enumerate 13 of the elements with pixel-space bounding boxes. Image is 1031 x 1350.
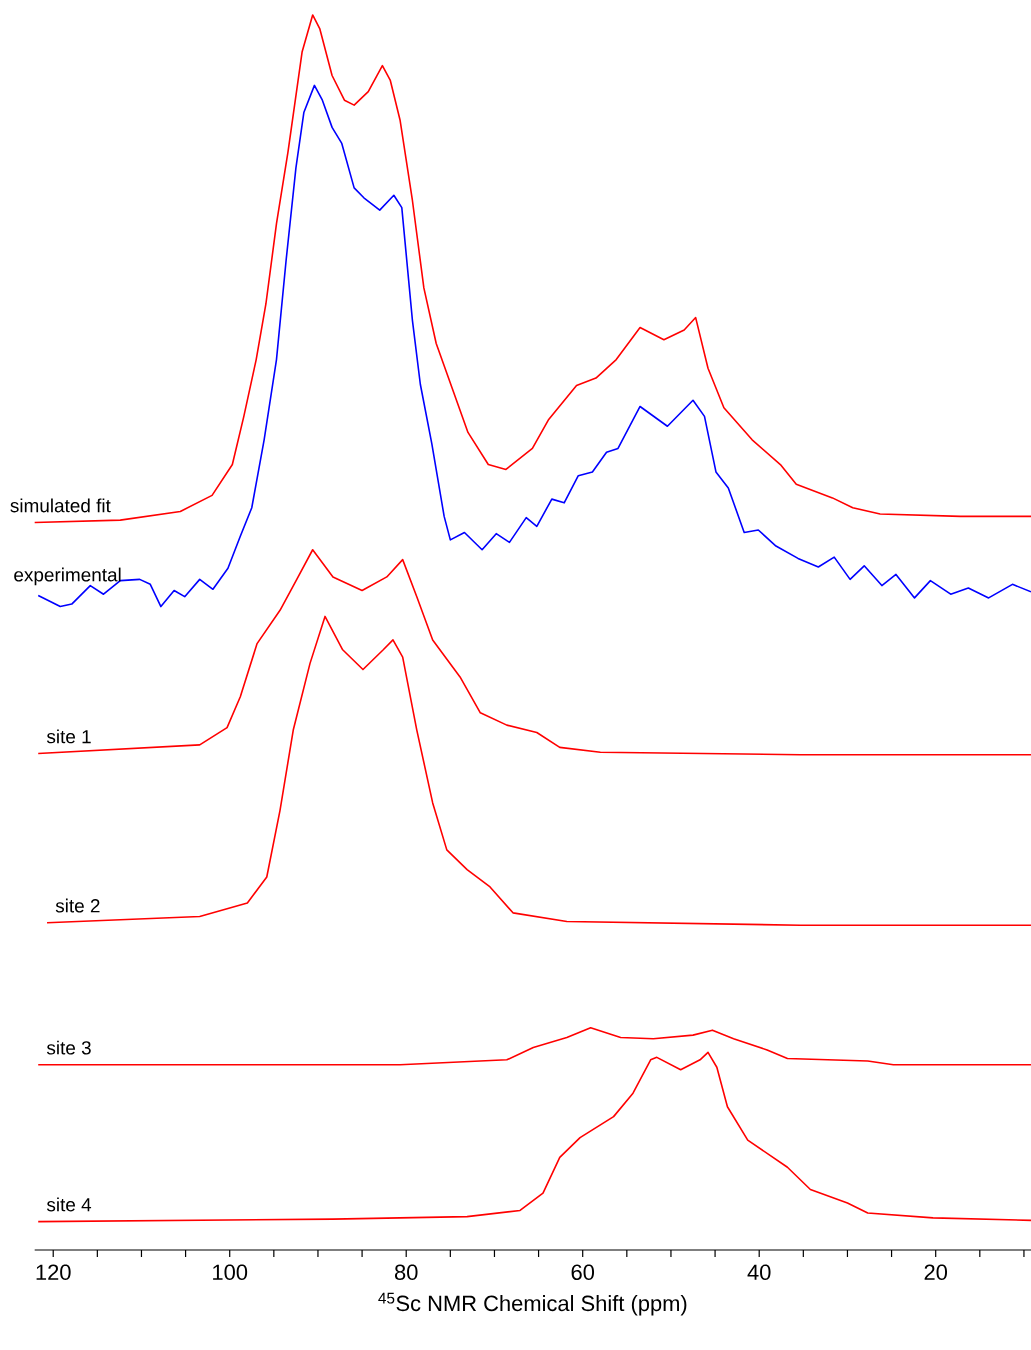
series-label: simulated fit xyxy=(10,498,111,513)
x-tick-label: 100 xyxy=(213,1264,248,1281)
series-label: site 4 xyxy=(46,1197,92,1212)
series-label: site 2 xyxy=(55,898,100,913)
x-tick-label: 120 xyxy=(36,1264,71,1281)
series-label: experimental xyxy=(14,567,121,586)
series-label: site 3 xyxy=(46,1040,91,1055)
series-label: site 1 xyxy=(46,729,91,744)
x-axis-title: $^{45}$Sc NMR Chemical Shift (ppm) xyxy=(378,1292,687,1316)
x-tick-label: 40 xyxy=(747,1264,771,1281)
x-tick-label: 60 xyxy=(571,1264,595,1281)
x-tick-label: 20 xyxy=(924,1264,948,1281)
x-tick-label: 80 xyxy=(394,1264,418,1281)
